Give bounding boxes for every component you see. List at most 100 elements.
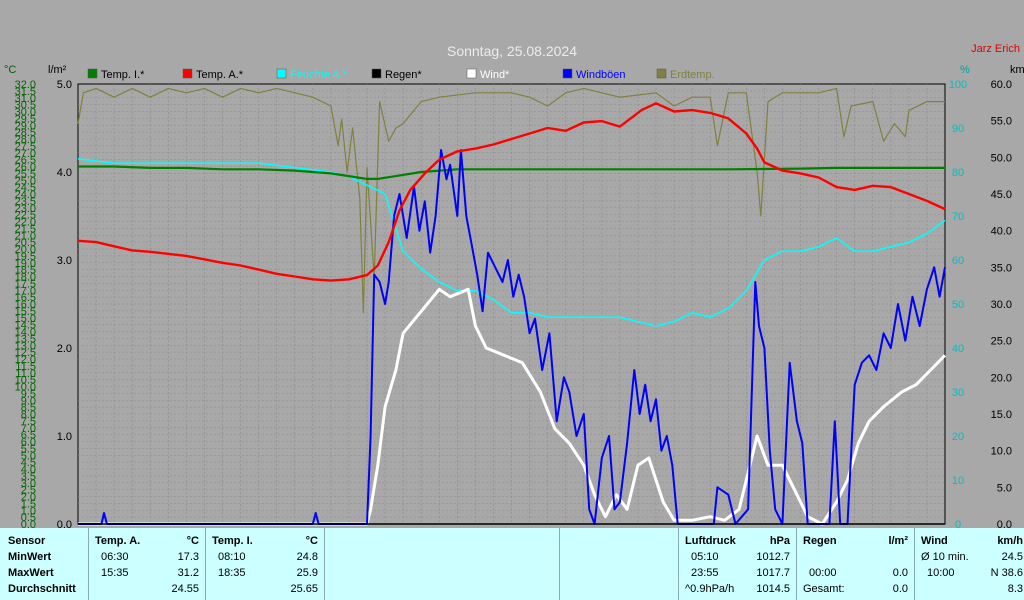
temp-i-title: Temp. I. xyxy=(212,535,253,547)
wind-tick-label: 10.0 xyxy=(991,446,1012,458)
rain-unit: l/m² xyxy=(888,535,908,547)
temp-tick-label: 12.0 xyxy=(15,354,36,366)
temp-a-avg: 24.55 xyxy=(171,583,199,595)
temp-tick-label: 20.5 xyxy=(15,237,36,249)
humidity-tick-label: 100 xyxy=(949,79,967,91)
temp-i-max-time: 18:35 xyxy=(218,567,246,579)
statistics-table: Sensor MinWert MaxWert Durchschnitt Temp… xyxy=(0,528,1024,600)
wind-tick-label: 50.0 xyxy=(991,152,1012,164)
chart-title: Sonntag, 25.08.2024 xyxy=(447,43,577,59)
chart-author: Jarz Erich xyxy=(971,43,1020,55)
rain-max: 0.0 xyxy=(892,567,908,579)
temp-tick-label: 4.5 xyxy=(21,457,36,469)
temp-tick-label: 29.0 xyxy=(15,120,36,132)
row-label-max: MaxWert xyxy=(8,567,54,579)
temp-tick-label: 12.5 xyxy=(15,347,36,359)
wind-tick-label: 35.0 xyxy=(991,262,1012,274)
wind-axis-unit: km/h xyxy=(1010,64,1024,76)
temp-tick-label: 13.5 xyxy=(15,333,36,345)
temp-tick-label: 15.5 xyxy=(15,306,36,318)
stats-col-temp-i: Temp. I. °C 08:10 24.8 18:35 25.9 25.65 xyxy=(205,528,324,600)
temp-a-unit: °C xyxy=(186,535,199,547)
temp-i-min: 24.8 xyxy=(296,551,318,563)
legend-label: Windböen xyxy=(576,69,626,81)
temp-tick-label: 24.5 xyxy=(15,182,36,194)
wind-tick-label: 15.0 xyxy=(991,409,1012,421)
temp-a-max-time: 15:35 xyxy=(101,567,129,579)
legend-swatch xyxy=(276,68,287,79)
temp-tick-label: 7.0 xyxy=(21,423,36,435)
temp-tick-label: 24.0 xyxy=(15,189,36,201)
wind-avg: 8.3 xyxy=(1007,583,1023,595)
temp-a-min-time: 06:30 xyxy=(101,551,129,563)
temp-tick-label: 21.5 xyxy=(15,223,36,235)
temp-tick-label: 25.0 xyxy=(15,175,36,187)
series-line-temp-in xyxy=(78,165,945,180)
humidity-axis-unit: % xyxy=(960,64,970,76)
legend-swatch xyxy=(87,68,98,79)
humidity-tick-label: 50 xyxy=(952,299,964,311)
temp-tick-label: 16.5 xyxy=(15,292,36,304)
legend-label: Regen* xyxy=(385,69,422,81)
temp-tick-label: 9.0 xyxy=(21,395,36,407)
rain-tick-label: 2.0 xyxy=(57,343,72,355)
humidity-tick-label: 10 xyxy=(952,475,964,487)
temp-tick-label: 0.5 xyxy=(21,512,36,524)
stats-col-wind: Wind km/h Ø 10 min. 24.5 10:00 N 38.6 8.… xyxy=(914,528,1024,600)
temp-tick-label: 31.5 xyxy=(15,86,36,98)
temp-tick-label: 25.5 xyxy=(15,168,36,180)
wind-title: Wind xyxy=(921,535,948,547)
temp-tick-label: 23.0 xyxy=(15,203,36,215)
temp-tick-label: 1.0 xyxy=(21,505,36,517)
temp-tick-label: 21.0 xyxy=(15,230,36,242)
temp-i-unit: °C xyxy=(305,535,318,547)
rain-total-label: Gesamt: xyxy=(803,583,845,595)
pressure-avg: 1014.5 xyxy=(756,583,790,595)
temp-tick-label: 8.5 xyxy=(21,402,36,414)
wind-tick-label: 60.0 xyxy=(991,79,1012,91)
pressure-max: 1017.7 xyxy=(756,567,790,579)
humidity-tick-label: 70 xyxy=(952,211,964,223)
temp-tick-label: 19.5 xyxy=(15,251,36,263)
temp-tick-label: 19.0 xyxy=(15,258,36,270)
wind-tick-label: 40.0 xyxy=(991,226,1012,238)
temp-tick-label: 15.0 xyxy=(15,313,36,325)
series-line-temp-out xyxy=(77,102,946,282)
legend-label: Wind* xyxy=(480,69,510,81)
wind-max-time: 10:00 xyxy=(927,567,955,579)
temp-tick-label: 30.5 xyxy=(15,100,36,112)
temp-tick-label: 2.5 xyxy=(21,485,36,497)
rain-tick-label: 1.0 xyxy=(57,431,72,443)
temp-tick-label: 27.0 xyxy=(15,148,36,160)
temp-tick-label: 5.0 xyxy=(21,450,36,462)
rain-tick-label: 4.0 xyxy=(57,167,72,179)
rain-title: Regen xyxy=(803,535,837,547)
temp-tick-label: 17.5 xyxy=(15,278,36,290)
pressure-trend: ^0.9hPa/h xyxy=(685,583,735,595)
temp-tick-label: 10.0 xyxy=(15,382,36,394)
temp-tick-label: 31.0 xyxy=(15,93,36,105)
temp-tick-label: 9.5 xyxy=(21,388,36,400)
wind-tick-label: 55.0 xyxy=(991,116,1012,128)
temp-tick-label: 1.5 xyxy=(21,498,36,510)
temp-tick-label: 13.0 xyxy=(15,340,36,352)
temp-tick-label: 26.0 xyxy=(15,162,36,174)
temp-tick-label: 20.0 xyxy=(15,244,36,256)
pressure-min-time: 05:10 xyxy=(691,551,719,563)
rain-tick-label: 5.0 xyxy=(57,79,72,91)
stats-col-pressure: Luftdruck hPa 05:10 1012.7 23:55 1017.7 … xyxy=(678,528,796,600)
temp-tick-label: 32.0 xyxy=(15,79,36,91)
temp-tick-label: 29.5 xyxy=(15,113,36,125)
legend-label: Erdtemp. xyxy=(670,69,715,81)
wind-tick-label: 45.0 xyxy=(991,189,1012,201)
row-label-avg: Durchschnitt xyxy=(8,583,76,595)
humidity-tick-label: 90 xyxy=(952,123,964,135)
temp-axis-unit: °C xyxy=(4,64,16,76)
chart-legend: Temp. I.* Temp. A.* Feuchte A.* Regen* Wind*… xyxy=(87,68,715,81)
temp-tick-label: 28.0 xyxy=(15,134,36,146)
legend-label: Temp. I.* xyxy=(101,69,145,81)
temp-tick-label: 7.5 xyxy=(21,416,36,428)
wind-max: N 38.6 xyxy=(990,567,1023,579)
temp-tick-label: 28.5 xyxy=(15,127,36,139)
